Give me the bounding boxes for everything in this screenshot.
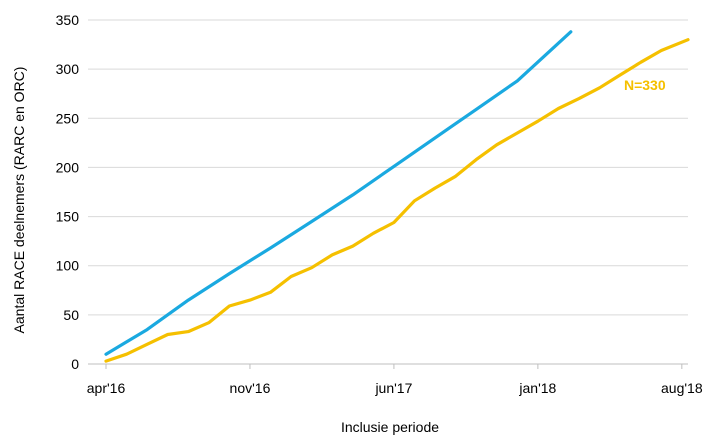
y-tick-label: 100 — [56, 258, 80, 274]
y-axis: 0 50 100 150 200 250 300 350 — [56, 12, 80, 372]
x-tick-label: apr'16 — [87, 380, 126, 396]
y-tick-label: 0 — [71, 356, 79, 372]
y-tick-label: 50 — [63, 307, 79, 323]
annotation-label: N=330 — [624, 77, 666, 93]
x-tick-label: nov'16 — [230, 380, 271, 396]
y-tick-label: 150 — [56, 209, 80, 225]
annotations: N=330 — [624, 77, 666, 93]
gridlines — [88, 19, 688, 365]
x-axis-title: Inclusie periode — [341, 419, 439, 435]
y-tick-label: 350 — [56, 12, 80, 28]
y-tick-label: 200 — [56, 159, 80, 175]
y-axis-title: Aantal RACE deelnemers (RARC en ORC) — [11, 67, 27, 334]
x-tick-label: jun'17 — [374, 380, 412, 396]
x-tick-label: aug'18 — [661, 380, 703, 396]
series-line-2 — [104, 38, 690, 363]
series-group — [104, 30, 690, 363]
x-tick-label: jan'18 — [518, 380, 556, 396]
x-axis: apr'16 nov'16 jun'17 jan'18 aug'18 — [87, 364, 703, 396]
y-tick-label: 250 — [56, 110, 80, 126]
series-line-1 — [104, 30, 573, 356]
y-tick-label: 300 — [56, 61, 80, 77]
